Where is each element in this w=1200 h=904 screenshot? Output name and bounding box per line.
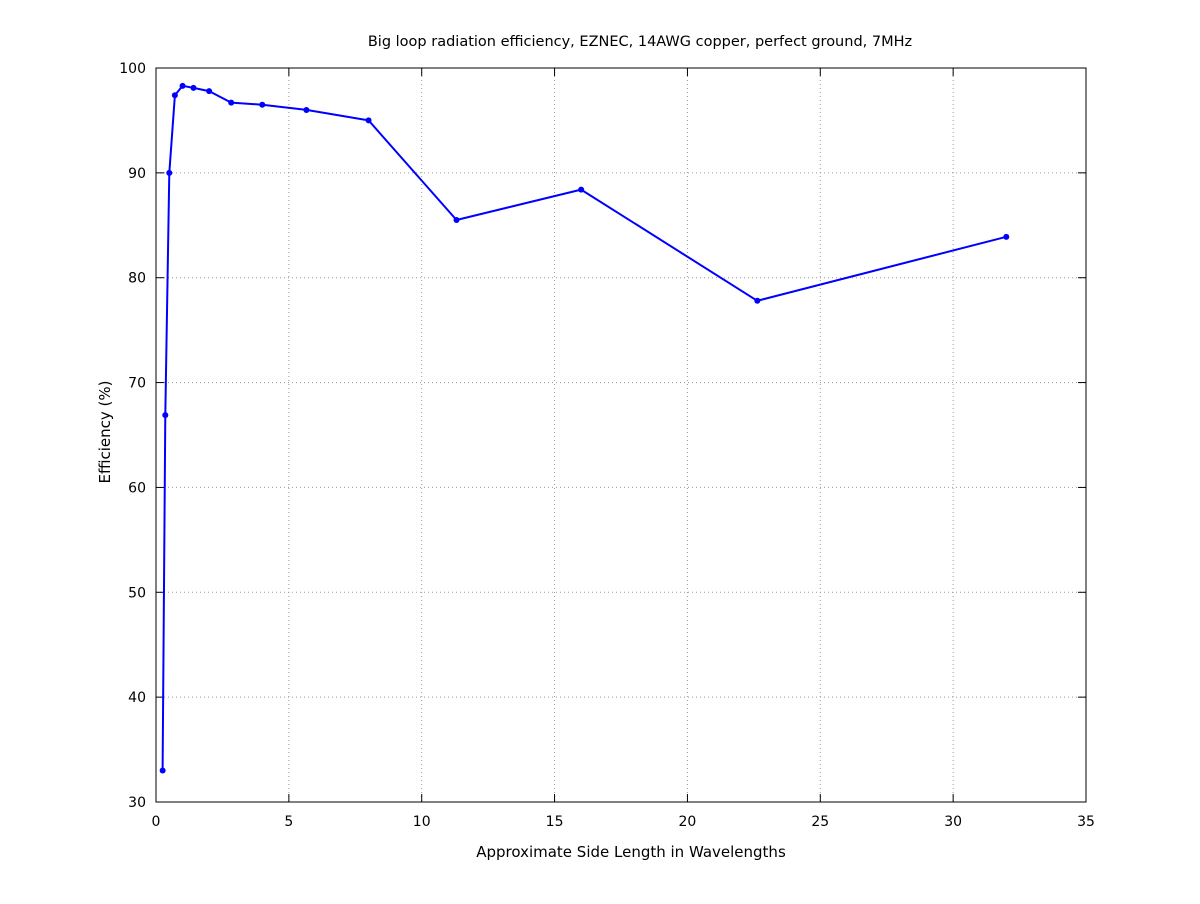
y-tick-label: 90 [128,166,146,182]
x-tick-label: 20 [679,814,697,830]
y-tick-label: 40 [128,690,146,706]
data-point [754,297,761,304]
x-tick-label: 25 [811,814,829,830]
data-point [303,106,310,113]
series-layer [159,82,1010,774]
data-point [206,88,213,95]
data-point [171,92,178,99]
y-tick-label: 100 [119,61,146,77]
y-tick-label: 30 [128,795,146,811]
x-axis-title: Approximate Side Length in Wavelengths [476,843,786,861]
data-point [162,412,169,419]
x-tick-label: 0 [152,814,161,830]
x-tick-label: 10 [413,814,431,830]
plot-frame [155,67,1087,803]
y-tick-label: 50 [128,585,146,601]
y-tick-label: 70 [128,376,146,392]
x-tick-label: 30 [944,814,962,830]
axis-ticks: 0 5 10 15 20 25 30 35 30 40 50 60 70 80 90 100 [119,61,1095,830]
grid [156,68,1086,802]
data-point [228,99,235,106]
data-point [190,84,197,91]
data-point [179,82,186,89]
data-point [159,767,166,774]
y-tick-label: 80 [128,271,146,287]
data-point [453,217,460,224]
x-tick-label: 35 [1077,814,1095,830]
data-point [166,169,173,176]
data-point [259,101,266,108]
data-point [1003,233,1010,240]
y-tick-label: 60 [128,480,146,496]
data-point [578,186,585,193]
chart-title: Big loop radiation efficiency, EZNEC, 14… [368,34,912,50]
x-tick-label: 5 [284,814,293,830]
x-tick-label: 15 [546,814,564,830]
data-point [365,117,372,124]
y-axis-title: Efficiency (%) [96,381,114,484]
